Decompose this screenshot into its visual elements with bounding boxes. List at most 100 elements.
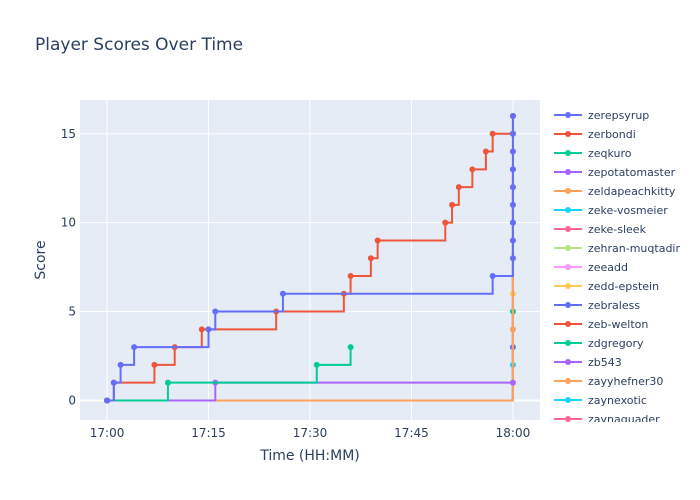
legend-label: zerepsyrup: [588, 109, 649, 122]
data-point: [509, 130, 516, 137]
data-point: [164, 379, 171, 386]
legend-label: zeqkuro: [588, 147, 632, 160]
legend-item[interactable]: zeeadd: [554, 261, 628, 274]
legend-swatch-marker: [565, 226, 571, 232]
data-point: [509, 219, 516, 226]
x-tick-label: 17:45: [394, 426, 429, 440]
legend-label: zehran-muqtadir: [588, 242, 680, 255]
legend-swatch-marker: [565, 112, 571, 118]
legend-label: zerbondi: [588, 128, 636, 141]
legend-label: zdgregory: [588, 337, 644, 350]
legend-label: zeeadd: [588, 261, 628, 274]
series-line: [107, 347, 352, 402]
y-tick-label: 5: [68, 305, 76, 319]
legend-label: zaynexotic: [588, 394, 647, 407]
data-point: [509, 237, 516, 244]
data-point: [509, 166, 516, 173]
legend-label: zb543: [588, 356, 622, 369]
legend-item[interactable]: zaynexotic: [554, 394, 647, 407]
data-point: [509, 379, 516, 386]
legend-item[interactable]: zeldapeachkitty: [554, 185, 676, 198]
data-point: [442, 219, 449, 226]
legend-swatch-marker: [565, 397, 571, 403]
legend-item[interactable]: zehran-muqtadir: [554, 242, 680, 255]
legend-item[interactable]: zayyhefner30: [554, 375, 663, 388]
series-lines: [104, 113, 516, 404]
legend-item[interactable]: zedd-epstein: [554, 280, 659, 293]
legend-swatch-marker: [565, 131, 571, 137]
legend-swatch-marker: [565, 359, 571, 365]
x-axis-title: Time (HH:MM): [259, 448, 360, 464]
legend-item[interactable]: zerbondi: [554, 128, 636, 141]
legend-swatch-marker: [565, 283, 571, 289]
x-tick-label: 17:30: [293, 426, 328, 440]
data-point: [509, 201, 516, 208]
data-point: [489, 130, 496, 137]
data-point: [110, 379, 117, 386]
legend-item[interactable]: zb543: [554, 356, 622, 369]
legend-item[interactable]: zaynaquader: [554, 413, 660, 426]
data-point: [509, 184, 516, 191]
data-point: [374, 237, 381, 244]
legend-item[interactable]: zeqkuro: [554, 147, 632, 160]
legend-label: zebraless: [588, 299, 640, 312]
legend-swatch-marker: [565, 302, 571, 308]
legend-swatch-marker: [565, 169, 571, 175]
legend-item[interactable]: zeke-sleek: [554, 223, 647, 236]
legend-label: zedd-epstein: [588, 280, 659, 293]
legend-item[interactable]: zdgregory: [554, 337, 644, 350]
legend-swatch-marker: [565, 264, 571, 270]
data-point: [469, 166, 476, 173]
legend-label: zaynaquader: [588, 413, 660, 426]
legend-swatch-marker: [565, 378, 571, 384]
data-point: [489, 273, 496, 279]
data-point: [212, 308, 219, 315]
legend-swatch-marker: [565, 188, 571, 194]
legend-label: zeke-vosmeier: [588, 204, 668, 217]
data-point: [455, 184, 462, 191]
legend-item[interactable]: zeb-welton: [554, 318, 648, 331]
data-point: [449, 201, 456, 208]
data-point: [347, 344, 354, 351]
data-point: [279, 290, 286, 297]
data-point: [509, 148, 516, 155]
y-tick-label: 15: [61, 127, 76, 141]
legend-label: zeldapeachkitty: [588, 185, 676, 198]
legend-label: zeke-sleek: [588, 223, 647, 236]
data-point: [117, 361, 124, 368]
data-point: [151, 361, 158, 368]
legend-swatch-marker: [565, 150, 571, 156]
legend-swatch-marker: [565, 321, 571, 327]
legend-item[interactable]: zeke-vosmeier: [554, 204, 668, 217]
data-point: [509, 255, 516, 262]
x-tick-label: 17:00: [90, 426, 125, 440]
data-point: [104, 397, 111, 404]
y-axis-title: Score: [33, 240, 49, 279]
data-point: [313, 361, 320, 368]
y-tick-label: 0: [68, 393, 76, 407]
legend-item[interactable]: zebraless: [554, 299, 640, 312]
series-zerepsyrup: [104, 113, 516, 404]
legend-item[interactable]: zerepsyrup: [554, 109, 649, 122]
x-tick-label: 18:00: [496, 426, 531, 440]
legend[interactable]: zerepsyrup zerbondi zeqkuro zepotatomaster z…: [554, 109, 680, 426]
x-tick-label: 17:15: [191, 426, 226, 440]
axis-ticks: 0 5 10 15 17:00 17:15 17:30 17:45 18:00: [61, 127, 531, 440]
data-point: [509, 113, 516, 119]
legend-item[interactable]: zepotatomaster: [554, 166, 676, 179]
legend-swatch-marker: [565, 207, 571, 213]
data-point: [347, 273, 354, 279]
data-point: [198, 326, 205, 333]
legend-label: zayyhefner30: [588, 375, 663, 388]
legend-swatch-marker: [565, 340, 571, 346]
legend-label: zeb-welton: [588, 318, 648, 331]
chart-title: Player Scores Over Time: [35, 35, 243, 55]
legend-swatch-marker: [565, 245, 571, 251]
data-point: [367, 255, 374, 262]
data-point: [205, 326, 212, 333]
legend-label: zepotatomaster: [588, 166, 676, 179]
legend-swatch-marker: [565, 416, 571, 422]
y-tick-label: 10: [61, 216, 76, 230]
data-point: [482, 148, 489, 155]
